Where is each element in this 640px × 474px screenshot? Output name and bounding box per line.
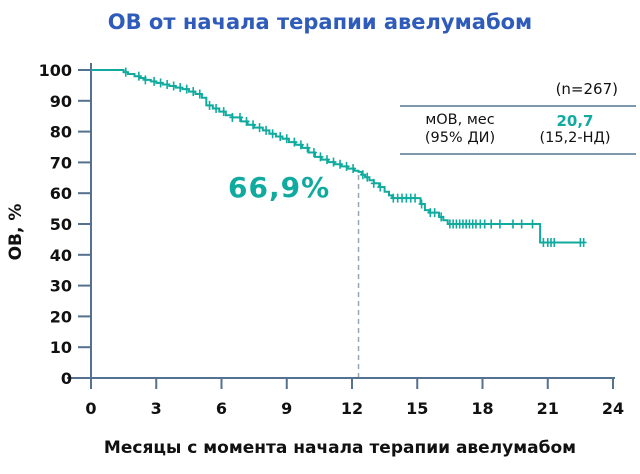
x-tick-label: 24 [602,399,624,418]
median-os-value: 20,7 [556,112,594,130]
y-tick-label: 10 [50,338,72,357]
median-os-label-line1: мОВ, мес [425,112,495,129]
y-tick-label: 0 [61,369,72,388]
x-tick-label: 0 [85,399,96,418]
median-os-label-line2: (95% ДИ) [424,129,496,146]
x-tick-label: 3 [151,399,162,418]
stats-box: (n=267) мОВ, мес (95% ДИ) 20,7 (15,2-НД) [400,80,636,156]
x-tick-label: 9 [281,399,292,418]
landmark-annotation: 66,9% [228,171,331,204]
y-tick-label: 20 [50,307,72,326]
median-os-label: мОВ, мес (95% ДИ) [400,112,520,147]
table-rule-bottom [400,153,636,156]
y-tick-label: 100 [39,61,72,80]
table-rule-top [400,105,636,107]
y-tick-label: 80 [50,123,72,142]
n-count: (n=267) [555,80,618,98]
x-tick-label: 21 [537,399,559,418]
y-tick-label: 30 [50,277,72,296]
x-tick-label: 15 [406,399,428,418]
y-tick-label: 40 [50,246,72,265]
median-os-row: мОВ, мес (95% ДИ) 20,7 (15,2-НД) [400,107,636,153]
x-axis-title: Месяцы с момента начала терапии авелумаб… [103,438,577,458]
median-os-ci: (15,2-НД) [539,130,611,146]
x-tick-label: 12 [341,399,363,418]
y-tick-label: 50 [50,215,72,234]
x-tick-label: 6 [216,399,227,418]
median-os-value-cell: 20,7 (15,2-НД) [520,112,636,147]
y-tick-label: 90 [50,92,72,111]
y-tick-label: 60 [50,184,72,203]
y-tick-label: 70 [50,153,72,172]
chart-title: ОВ от начала терапии авелумабом [107,10,533,34]
x-tick-label: 18 [471,399,493,418]
